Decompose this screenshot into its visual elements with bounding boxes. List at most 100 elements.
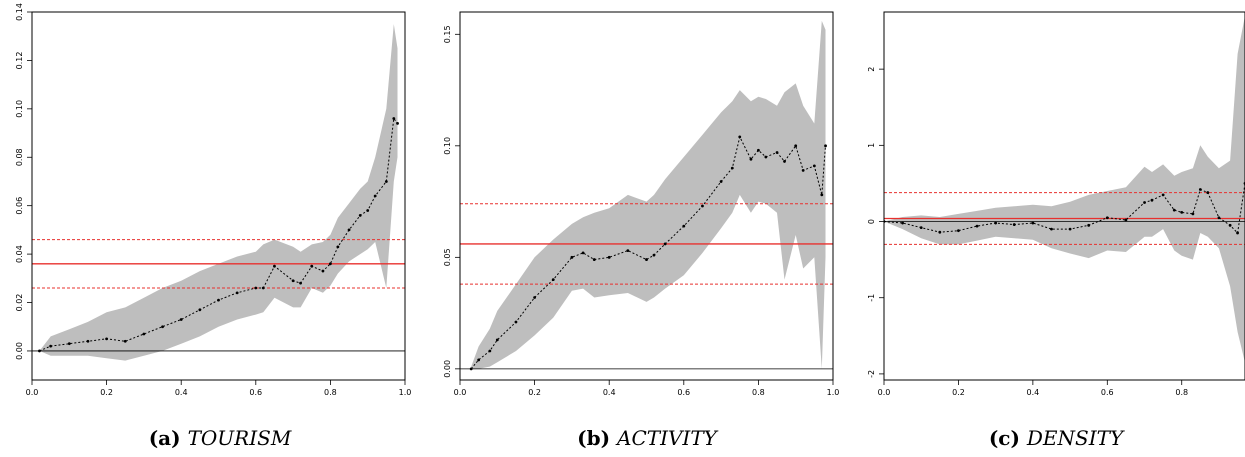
data-point (1206, 191, 1210, 194)
y-tick-label: 0.14 (15, 3, 24, 21)
estimate-line (470, 135, 826, 370)
data-point (329, 262, 332, 266)
y-tick-label: 1 (867, 143, 876, 148)
data-point (738, 135, 742, 139)
caption-name: DENSITY (1026, 426, 1125, 450)
data-point (701, 204, 704, 208)
data-point (592, 258, 596, 261)
estimate-line (884, 183, 1245, 235)
y-tick-label: 0.12 (15, 52, 24, 70)
x-tick-label: 0.0 (878, 388, 891, 397)
data-point (49, 344, 53, 348)
data-point (764, 155, 768, 159)
confidence-band (471, 20, 826, 369)
data-point (1087, 223, 1091, 227)
data-point (366, 209, 370, 212)
y-tick-label: 0.15 (443, 25, 452, 43)
data-point (179, 318, 183, 321)
x-tick-label: 0.4 (175, 388, 188, 397)
data-point (1236, 231, 1239, 235)
x-tick-label: 0.4 (603, 388, 616, 397)
x-tick-label: 0.2 (952, 388, 965, 397)
x-tick-label: 0.2 (100, 388, 113, 397)
data-point (901, 221, 905, 225)
x-tick-label: 0.4 (1026, 388, 1039, 397)
data-point (919, 226, 923, 230)
x-tick-label: 1.0 (827, 388, 840, 397)
data-point (794, 144, 798, 148)
data-point (719, 180, 723, 183)
data-point (1050, 227, 1053, 231)
x-tick-label: 0.8 (324, 388, 337, 397)
caption-label: (a) (149, 426, 188, 450)
data-point (570, 255, 574, 259)
caption-name: ACTIVITY (615, 426, 719, 450)
data-point (123, 339, 127, 343)
data-point (801, 168, 805, 172)
data-point (291, 279, 295, 283)
data-point (626, 249, 630, 253)
y-tick-label: 0.02 (15, 294, 24, 312)
data-point (975, 224, 979, 228)
x-tick-label: 0.0 (26, 388, 39, 397)
x-tick-label: 1.0 (399, 388, 412, 397)
panel-density: 0.0 0.2 0.4 0.6 0.8 -2 -1 0 1 2 (c) DENSITY (867, 11, 1245, 450)
data-point (1068, 227, 1072, 231)
data-point (198, 308, 202, 312)
data-point (652, 253, 656, 257)
x-tick-label: 0.0 (454, 388, 467, 397)
panel-caption: (b) ACTIVITY (577, 426, 719, 450)
data-point (1124, 218, 1128, 222)
panel-caption: (a) TOURISM (149, 426, 292, 450)
data-point (824, 144, 827, 148)
data-point (142, 332, 146, 336)
data-point (551, 278, 555, 282)
confidence-band (884, 15, 1245, 363)
data-point (1217, 216, 1221, 220)
plot-area (884, 15, 1245, 363)
caption-name: TOURISM (188, 426, 292, 450)
x-tick-label: 0.6 (1101, 388, 1114, 397)
data-point (938, 230, 942, 234)
panel-tourism: 0.0 0.2 0.4 0.6 0.8 1.0 0.00 0.02 0.04 0.06 0.08 0.… (15, 3, 411, 450)
data-point (775, 151, 779, 154)
y-tick-label: 0.10 (443, 137, 452, 155)
data-point (757, 148, 760, 152)
data-point (730, 166, 734, 170)
caption-label: (b) (577, 426, 617, 450)
data-point (67, 342, 71, 346)
y-tick-label: -2 (867, 370, 876, 378)
data-point (783, 160, 786, 163)
data-point (310, 264, 314, 268)
panel-caption: (c) DENSITY (989, 426, 1125, 450)
data-point (358, 213, 362, 217)
data-point (1180, 210, 1184, 214)
data-point (645, 258, 648, 261)
panel-activity: 0.0 0.2 0.4 0.6 0.8 1.0 0.00 0.05 0.10 0.15 (b) AC… (443, 11, 840, 450)
x-tick-label: 0.6 (677, 388, 690, 397)
data-point (336, 245, 340, 249)
data-point (273, 264, 276, 268)
data-point (86, 339, 90, 343)
data-point (254, 286, 258, 290)
data-point (749, 157, 753, 161)
data-point (1143, 201, 1146, 204)
data-point (682, 224, 686, 228)
confidence-band (39, 24, 398, 361)
data-point (38, 349, 41, 353)
y-tick-label: 0.00 (15, 342, 24, 360)
data-point (105, 337, 108, 341)
y-tick-label: -1 (867, 294, 876, 302)
data-point (299, 281, 302, 285)
data-point (957, 229, 960, 233)
data-point (469, 367, 473, 371)
plot-area (32, 24, 405, 361)
data-point (1191, 212, 1195, 216)
x-tick-label: 0.8 (752, 388, 765, 397)
data-point (392, 117, 396, 120)
y-tick-label: 0.10 (15, 100, 24, 118)
data-point (1012, 223, 1016, 226)
y-tick-label: 0.00 (443, 360, 452, 378)
data-point (820, 193, 824, 197)
